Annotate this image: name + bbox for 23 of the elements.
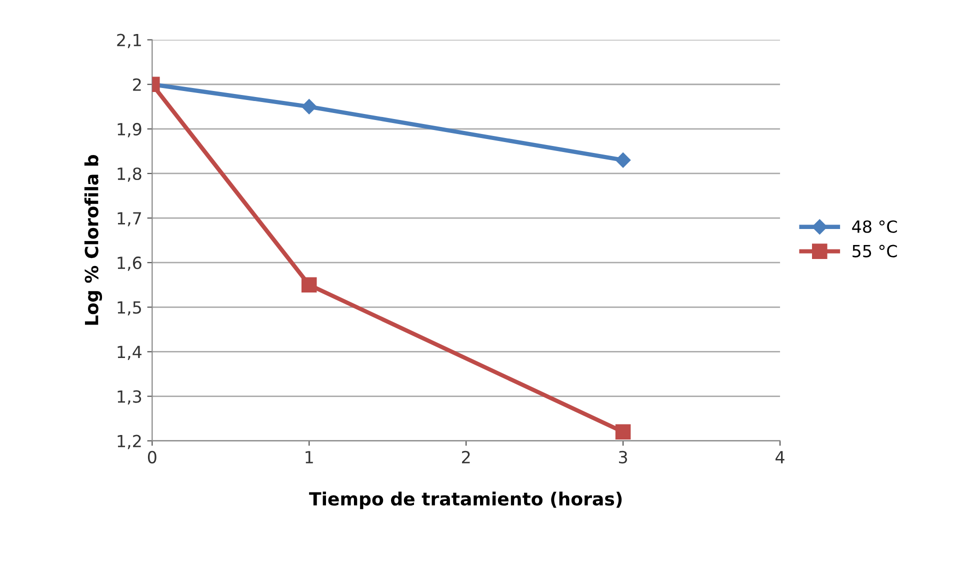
y-tick-label: 1,2 (118, 434, 141, 450)
point (615, 152, 631, 168)
point (302, 99, 317, 114)
x-tick-label: 2 (462, 450, 470, 464)
point (301, 277, 317, 293)
y-axis-title: Log % Clorofila b (84, 154, 102, 325)
y-tick-label: 1,8 (118, 167, 142, 182)
y-tick-label: 1,4 (118, 346, 142, 360)
y-tick-label: 1,3 (118, 390, 142, 405)
x-tick-label: 4 (776, 451, 784, 464)
y-tick-label: 1,9 (118, 122, 142, 138)
point (615, 424, 631, 440)
x-axis-title: Tiempo de tratamiento (horas) (309, 492, 622, 510)
legend-label: 48 °C (852, 220, 897, 233)
legend-label: 55 °C (852, 244, 897, 258)
y-tick-label: 1,6 (118, 256, 142, 271)
x-tick-label: 3 (619, 450, 628, 464)
y-tick-label: 2,1 (117, 34, 141, 48)
y-tick-label: 1,5 (118, 301, 141, 316)
x-tick-label: 1 (306, 451, 313, 464)
y-tick-label: 1,7 (118, 212, 142, 226)
x-tick-label: 0 (148, 450, 156, 464)
y-tick-label: 2 (133, 78, 141, 91)
